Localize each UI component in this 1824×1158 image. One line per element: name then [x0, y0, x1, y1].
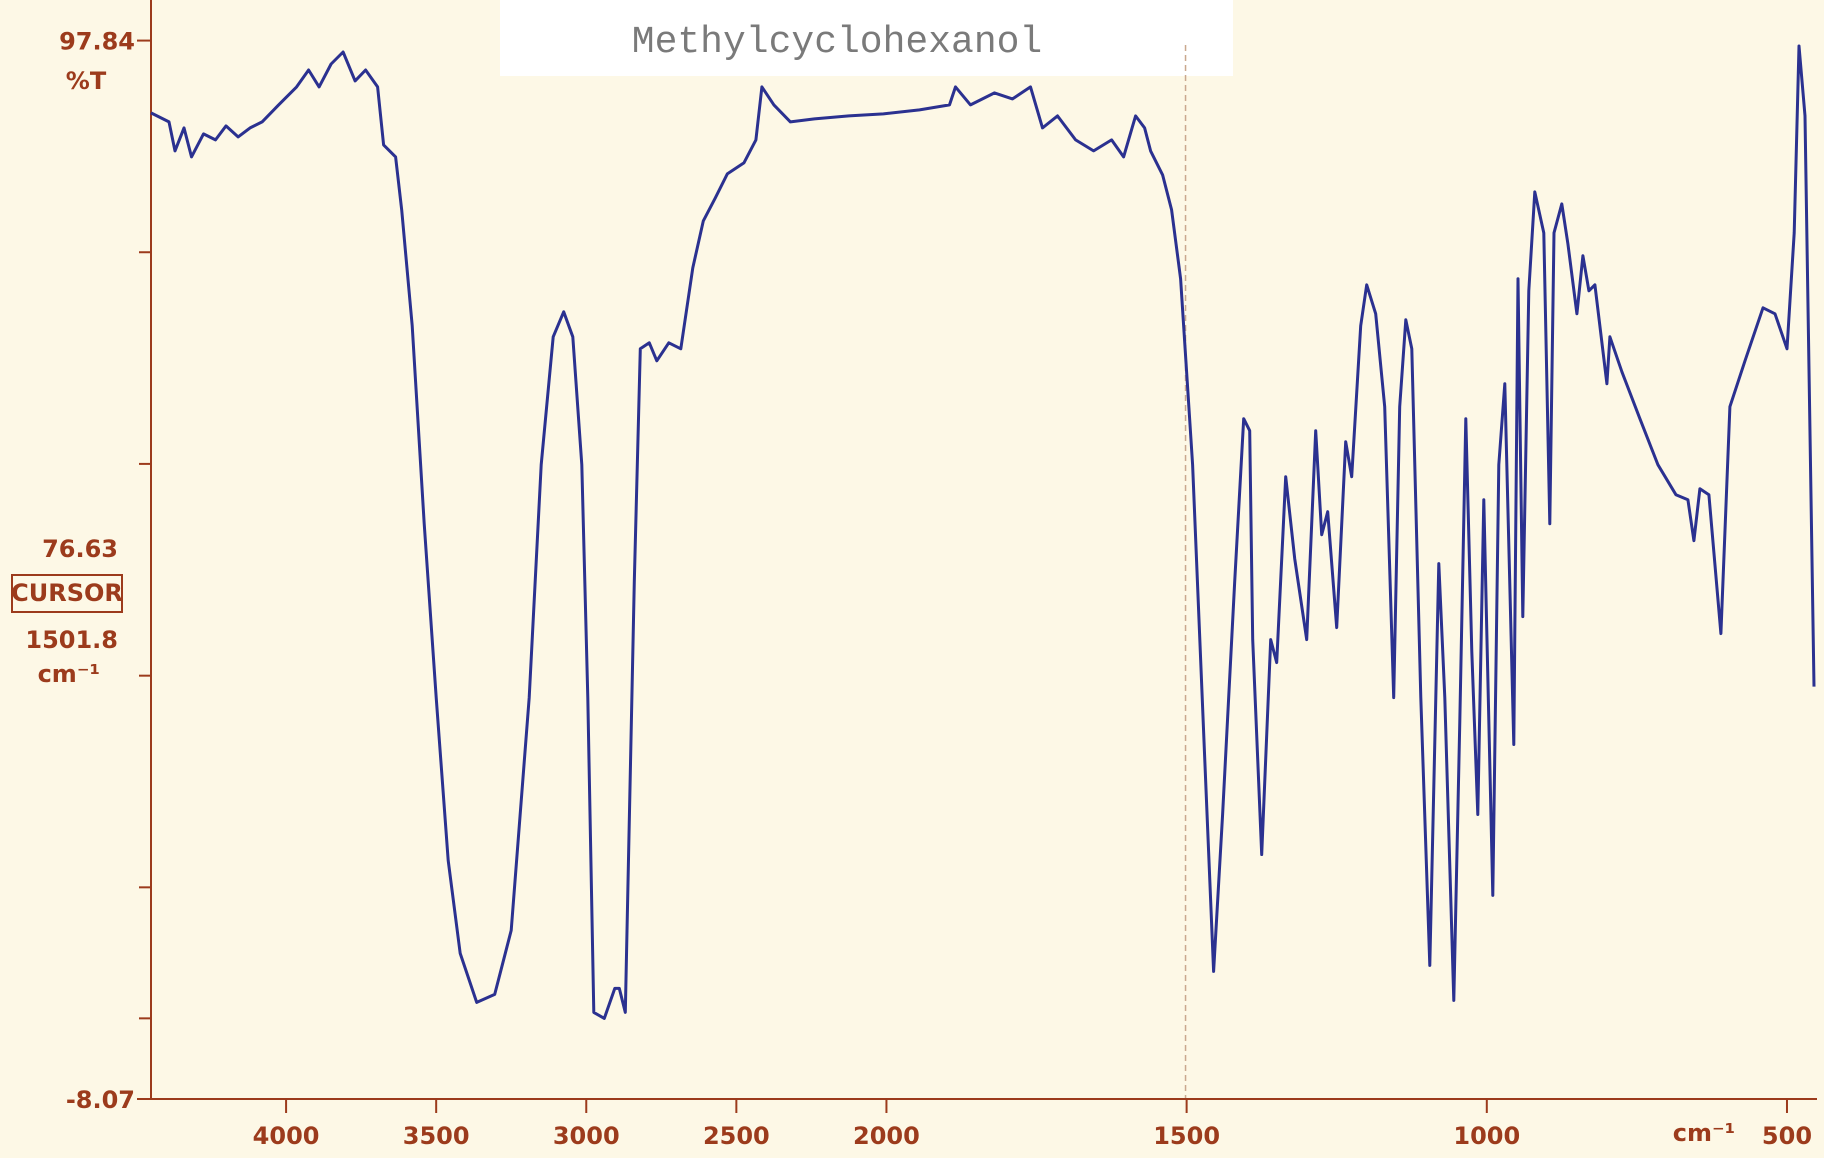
y-tick-label: 97.84 [59, 28, 135, 56]
title-box [500, 0, 1233, 76]
x-axis-label: cm⁻¹ [1673, 1119, 1735, 1147]
x-tick-label: 2500 [703, 1122, 770, 1150]
cursor-wavenumber: 1501.8 [25, 626, 118, 654]
x-tick-label: 3500 [403, 1122, 470, 1150]
x-tick-label: 3000 [553, 1122, 620, 1150]
cursor-label: CURSOR [11, 579, 123, 607]
cursor-unit: cm⁻¹ [38, 660, 100, 688]
y-axis-label: %T [66, 67, 107, 95]
x-tick-label: 1500 [1153, 1122, 1220, 1150]
y-tick-label: -8.07 [66, 1086, 135, 1114]
x-tick-label: 500 [1762, 1122, 1812, 1150]
cursor-transmittance: 76.63 [42, 535, 118, 563]
x-tick-label: 1000 [1453, 1122, 1520, 1150]
x-tick-label: 2000 [853, 1122, 920, 1150]
cursor-box [11, 574, 123, 613]
chart-title: Methylcyclohexanol [632, 21, 1042, 64]
x-tick-label: 4000 [253, 1122, 320, 1150]
spectrum-line [150, 44, 1816, 1020]
